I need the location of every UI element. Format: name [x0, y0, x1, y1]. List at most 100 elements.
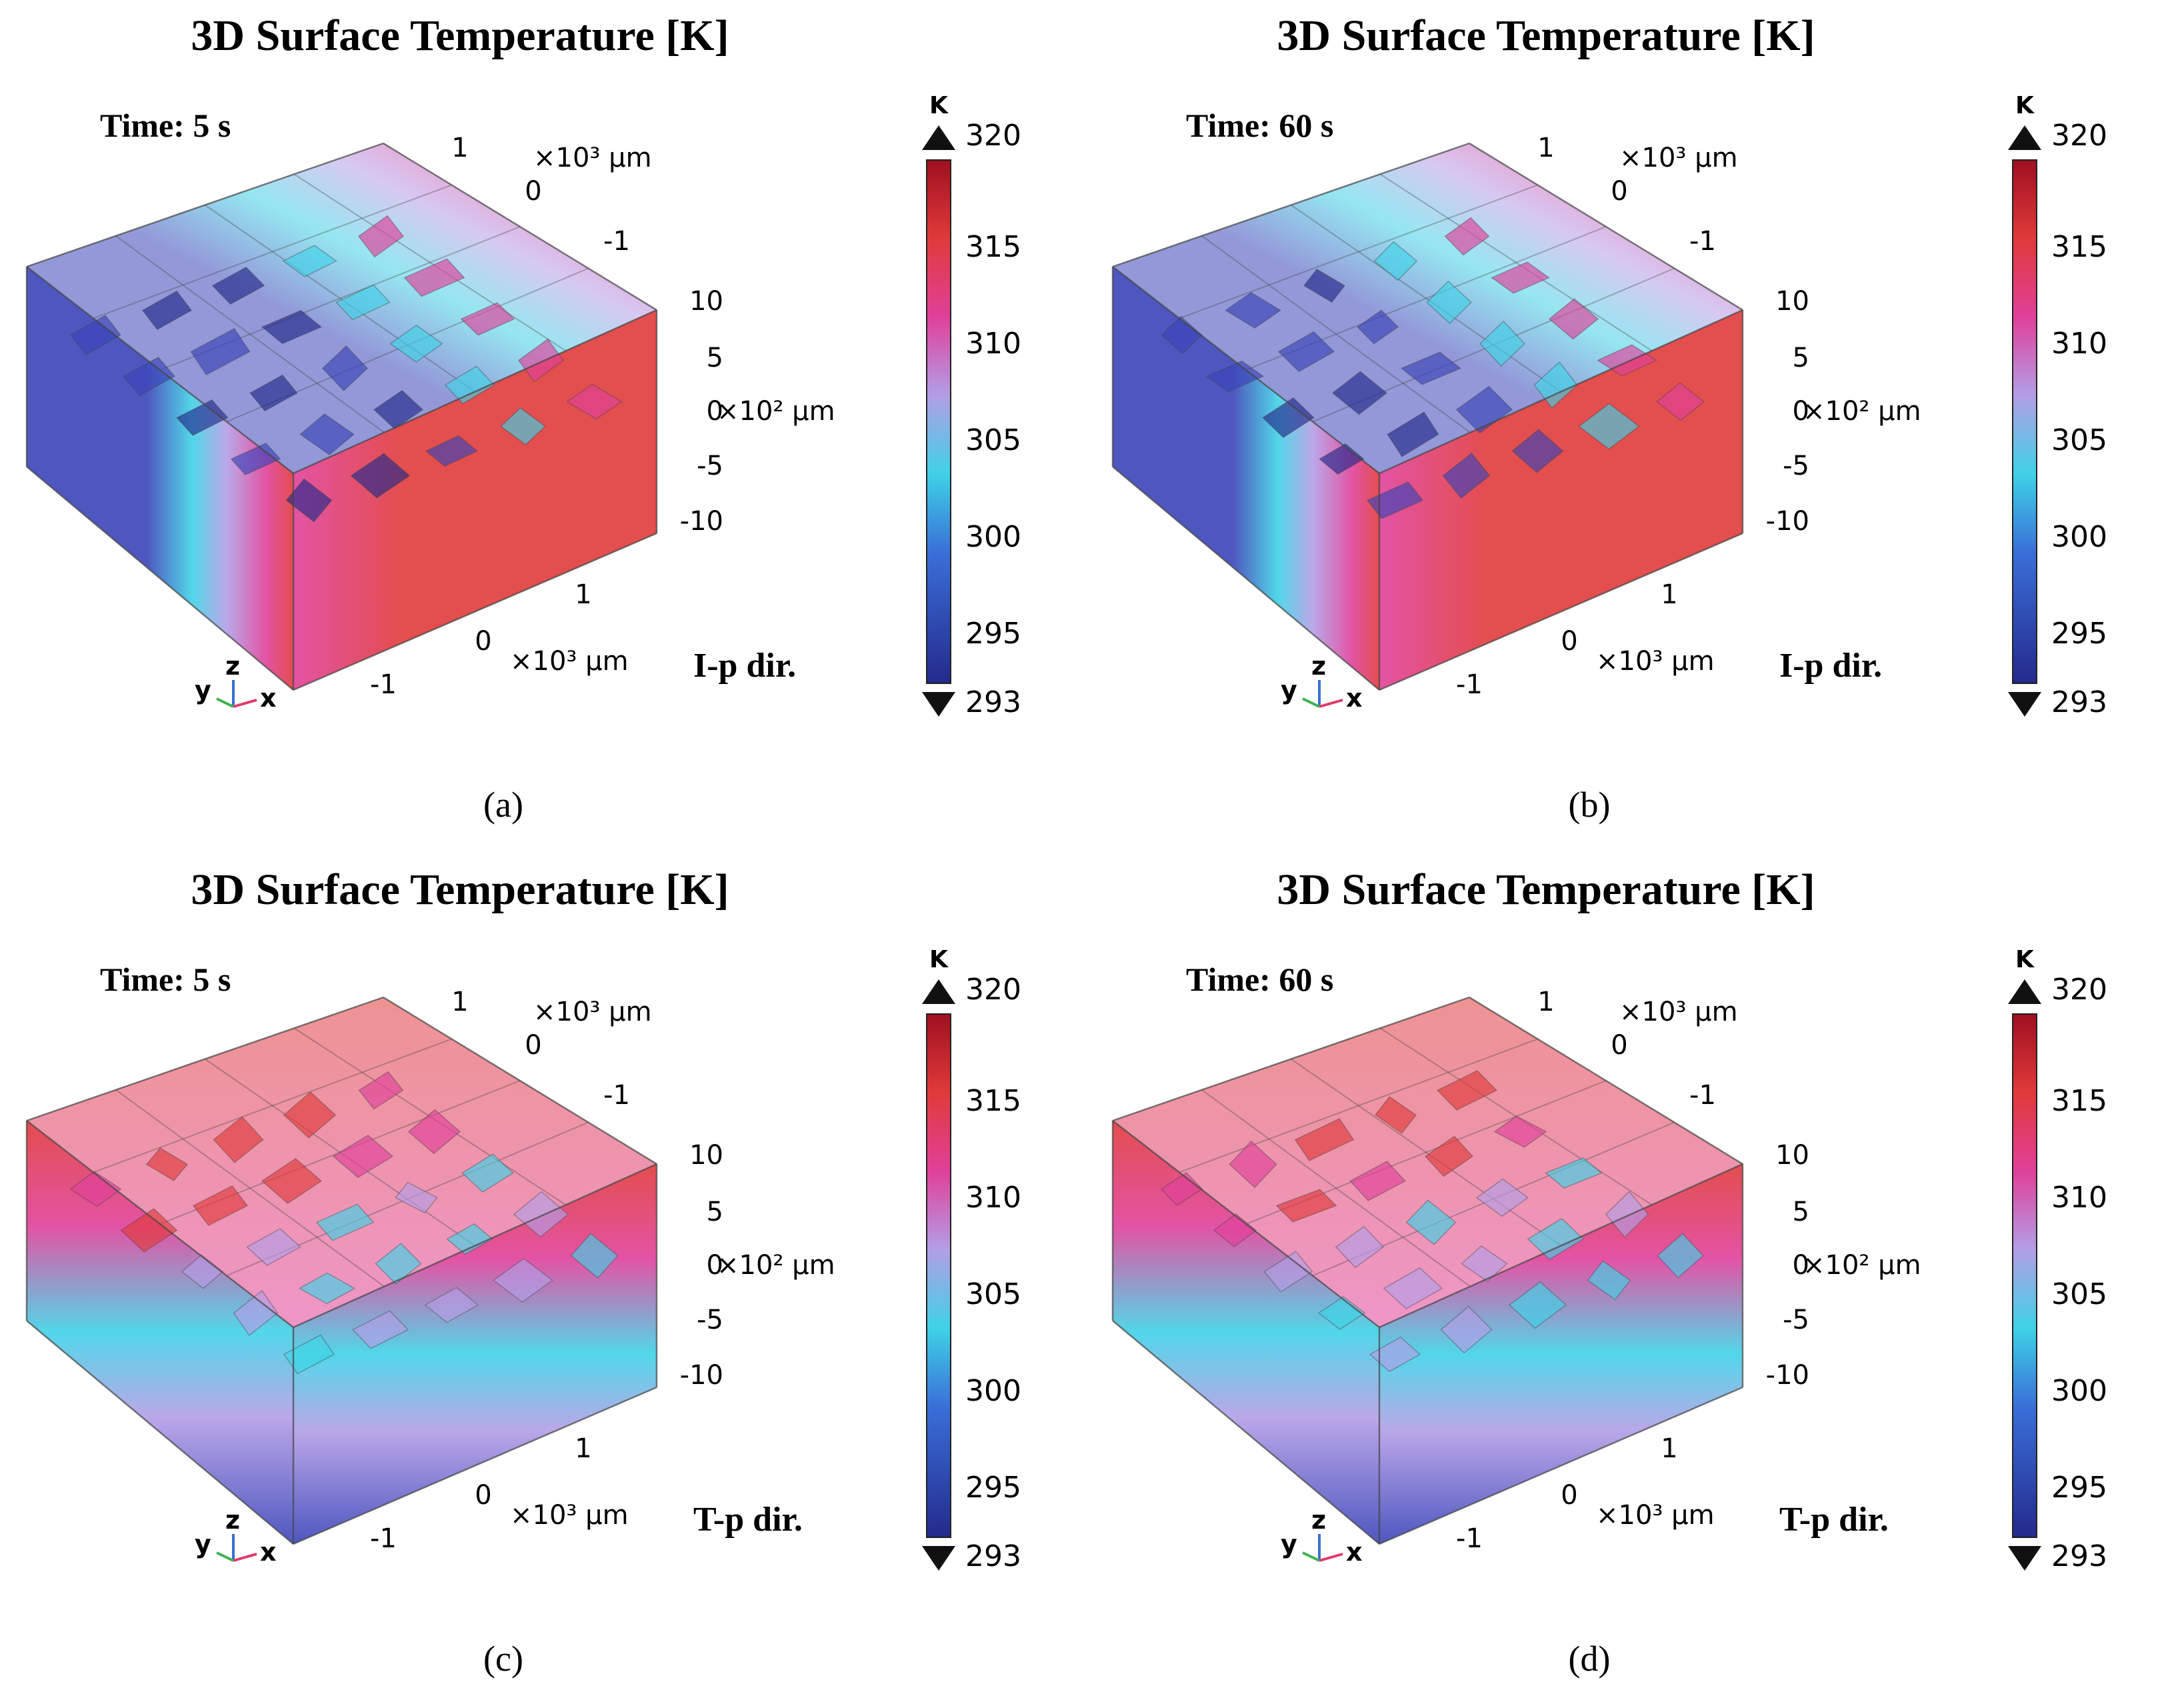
plate: [1366, 481, 1424, 519]
panel-title: 3D Surface Temperature [K]: [1277, 11, 1815, 60]
y-tick-label: 0: [1611, 1030, 1627, 1061]
z-tick-label: 10: [1775, 286, 1809, 317]
box-edge: [1112, 996, 1470, 1122]
colorbar-tick-label: 320: [965, 119, 1021, 153]
box-front-face: [1113, 1121, 1379, 1544]
plate: [1277, 331, 1335, 373]
plate: [1479, 320, 1525, 367]
plate: [283, 1091, 337, 1139]
plate: [1491, 261, 1550, 294]
box-front-face: [27, 1121, 293, 1544]
colorbar-tick-label: 295: [965, 617, 1021, 651]
colorbar-max-arrow: [922, 125, 955, 150]
plate: [517, 338, 565, 383]
triad-x-axis: [1319, 699, 1343, 708]
plate: [358, 1071, 404, 1110]
z-tick-label: 5: [707, 1197, 723, 1227]
plate: [513, 1191, 569, 1238]
triad-y-axis: [216, 1551, 234, 1562]
triad-x-label: x: [260, 683, 277, 713]
colorbar-tick-label: 315: [965, 1084, 1021, 1118]
grid-line: [115, 1089, 385, 1287]
colorbar: [2008, 979, 2041, 1571]
box-edge: [383, 996, 657, 1165]
time-label: Time: 5 s: [100, 961, 231, 998]
grid-line: [204, 204, 476, 393]
colorbar-tick-label: 305: [965, 1277, 1021, 1311]
box-top-face: [1113, 143, 1743, 473]
plate: [1349, 1161, 1406, 1201]
box-top-face: [1113, 997, 1743, 1327]
x-tick-label: 1: [1661, 1433, 1677, 1464]
plate: [1331, 371, 1388, 415]
plate: [1605, 1191, 1649, 1238]
z-tick-label: -5: [1783, 451, 1809, 481]
plate: [1356, 309, 1399, 345]
box-edge: [1112, 266, 1380, 474]
z-tick-label: -10: [680, 506, 723, 537]
y-tick-label: -1: [603, 1080, 630, 1111]
direction-label: I-p dir.: [1779, 647, 1882, 685]
plate: [1511, 429, 1564, 473]
panel-caption: (c): [483, 1639, 523, 1679]
plate: [315, 1203, 375, 1241]
box-edge: [1379, 1163, 1743, 1329]
x-tick-label: 0: [1561, 626, 1577, 657]
plate: [403, 258, 465, 297]
box-edge: [1112, 1320, 1380, 1545]
box-edge: [293, 309, 657, 475]
box-edge: [26, 466, 294, 691]
plate: [261, 1157, 323, 1205]
box-edges: [1111, 142, 1744, 691]
triad-x-label: x: [1346, 683, 1363, 713]
colorbar-unit: K: [929, 92, 949, 119]
x-tick-label: -1: [370, 669, 397, 700]
axis-triad: [216, 680, 257, 708]
panel-title: 3D Surface Temperature [K]: [191, 11, 729, 60]
colorbar-tick-label: 315: [2051, 1084, 2107, 1118]
x-axis-unit: ×10³ µm: [510, 646, 629, 677]
colorbar-max-arrow: [2008, 979, 2041, 1004]
plate: [1545, 1157, 1603, 1189]
plate: [350, 453, 411, 499]
triad-y-label: y: [1281, 675, 1297, 705]
plate: [1461, 1245, 1508, 1282]
y-tick-label: 0: [525, 176, 541, 207]
z-tick-label: 0: [1793, 396, 1809, 427]
plate: [357, 215, 405, 258]
z-tick-label: -10: [680, 1360, 723, 1391]
plate: [1442, 452, 1491, 499]
colorbar-unit: K: [2015, 92, 2035, 119]
plate: [332, 1134, 394, 1179]
x-tick-label: 1: [575, 1433, 591, 1464]
panel-d-plot: 3D Surface Temperature [K]Time: 60 s10-1…: [1111, 865, 2107, 1679]
grid-line: [1290, 1058, 1562, 1247]
colorbar-min-arrow: [922, 1546, 955, 1571]
plate: [233, 1289, 279, 1337]
plate: [570, 1233, 619, 1279]
triad-x-axis: [1319, 1553, 1343, 1562]
plate: [444, 365, 495, 405]
plate: [1374, 1096, 1417, 1134]
grid-line: [93, 1038, 452, 1173]
colorbar-tick-label: 293: [2051, 1539, 2107, 1573]
colorbar-tick-label: 310: [965, 1181, 1021, 1215]
colorbar-unit: K: [2015, 946, 2035, 973]
plate: [261, 309, 323, 345]
x-tick-label: -1: [370, 1523, 397, 1554]
plate: [69, 1171, 122, 1207]
box-edge: [1379, 1386, 1743, 1545]
plate: [1387, 411, 1439, 457]
grid-line: [1179, 184, 1538, 319]
x-tick-label: 1: [1661, 579, 1677, 610]
plate: [425, 435, 479, 467]
plate: [285, 478, 333, 523]
z-tick-label: -5: [697, 451, 723, 481]
box-edge: [293, 1163, 657, 1329]
plate: [246, 1228, 301, 1266]
grid-line: [1179, 1038, 1538, 1173]
panel-caption: (b): [1569, 785, 1611, 825]
plate: [1444, 217, 1490, 256]
triad-x-label: x: [260, 1537, 277, 1567]
plate: [407, 1109, 461, 1155]
